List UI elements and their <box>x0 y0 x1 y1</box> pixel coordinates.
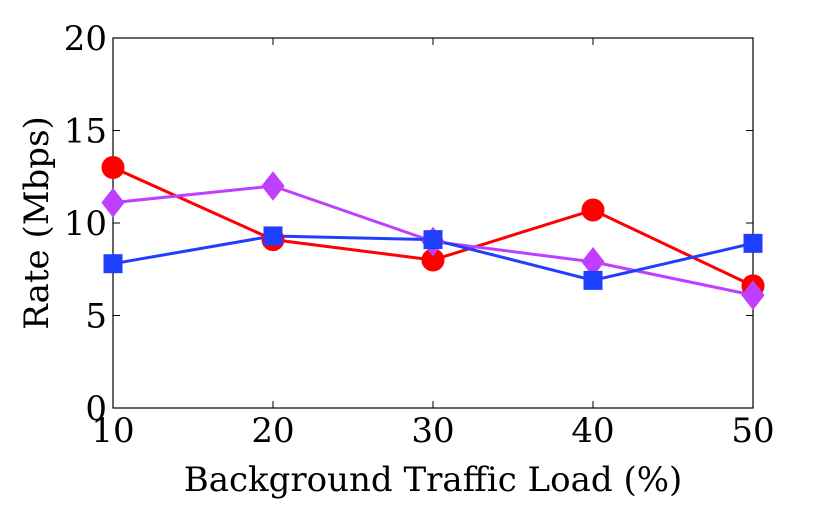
series-markers <box>101 156 765 310</box>
x-tick-label: 20 <box>251 411 294 451</box>
y-tick-label: 15 <box>64 112 107 152</box>
square-series-point <box>423 230 443 250</box>
x-tick-label: 40 <box>571 411 614 451</box>
y-tick-label: 0 <box>85 389 107 429</box>
x-tick-label: 10 <box>91 411 134 451</box>
plot-frame <box>112 37 754 409</box>
diamond-series-point <box>261 171 285 201</box>
y-tick-label: 5 <box>85 297 107 337</box>
x-tick-label: 50 <box>731 411 774 451</box>
x-tick-label: 30 <box>411 411 454 451</box>
x-tick-labels: 10 20 30 40 50 <box>91 411 774 451</box>
x-axis-label: Background Traffic Load (%) <box>184 460 683 500</box>
circle-series-point <box>101 156 125 179</box>
square-series-point <box>583 270 603 290</box>
y-tick-label: 10 <box>64 204 107 244</box>
y-axis-label: Rate (Mbps) <box>17 116 57 330</box>
square-series-point <box>263 226 283 246</box>
axis-ticks <box>112 37 754 409</box>
diamond-series-point <box>101 187 125 218</box>
y-tick-label: 20 <box>64 19 107 59</box>
circle-series-point <box>581 198 605 222</box>
y-tick-labels: 0 5 10 15 20 <box>64 19 107 429</box>
diamond-series-point <box>741 280 765 310</box>
square-series-point <box>103 254 123 274</box>
square-series-point <box>743 233 763 253</box>
